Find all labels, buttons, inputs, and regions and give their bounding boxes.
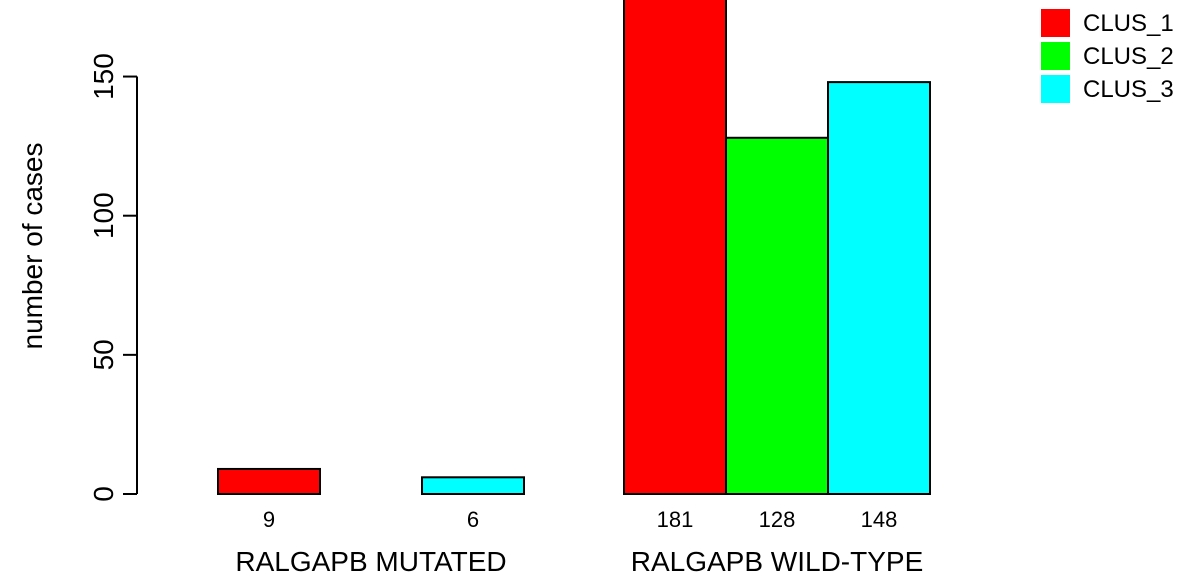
y-tick-label: 0 [88, 486, 119, 502]
bar-ralgapb-wild-type-clus-3 [827, 81, 931, 495]
group-label-ralgapb-mutated: RALGAPB MUTATED [235, 546, 506, 577]
legend-swatch-clus-3 [1041, 75, 1070, 103]
legend-label-clus-3: CLUS_3 [1083, 76, 1174, 103]
bar-value-label-ralgapb-mutated-clus-1: 9 [263, 507, 275, 532]
legend: CLUS_1 CLUS_2 CLUS_3 [1041, 9, 1174, 103]
bar-ralgapb-mutated-clus-3 [421, 476, 525, 496]
y-tick-label: 50 [88, 339, 119, 370]
y-tick-label: 100 [88, 192, 119, 239]
legend-swatch-clus-2 [1041, 42, 1070, 70]
y-ticks: 0 50 100 150 [88, 53, 137, 502]
bars [217, 0, 931, 496]
bar-ralgapb-wild-type-clus-2 [725, 136, 829, 495]
bar-ralgapb-mutated-clus-1 [217, 467, 321, 496]
group-labels: RALGAPB MUTATED RALGAPB WILD-TYPE [235, 546, 923, 577]
group-label-ralgapb-wild-type: RALGAPB WILD-TYPE [631, 546, 924, 577]
y-tick-label: 150 [88, 53, 119, 100]
bar-ralgapb-wild-type-clus-1 [623, 0, 727, 495]
bar-value-label-ralgapb-mutated-clus-3: 6 [467, 507, 479, 532]
y-axis-title: number of cases [17, 143, 48, 350]
bar-value-label-ralgapb-wild-type-clus-3: 148 [861, 507, 898, 532]
legend-label-clus-1: CLUS_1 [1083, 10, 1174, 37]
y-axis: 0 50 100 150 [88, 53, 138, 502]
legend-swatch-clus-1 [1041, 9, 1070, 37]
bar-value-labels: 9 6 181 128 148 [263, 507, 897, 532]
bar-value-label-ralgapb-wild-type-clus-1: 181 [657, 507, 694, 532]
bar-value-label-ralgapb-wild-type-clus-2: 128 [759, 507, 796, 532]
legend-label-clus-2: CLUS_2 [1083, 43, 1174, 70]
